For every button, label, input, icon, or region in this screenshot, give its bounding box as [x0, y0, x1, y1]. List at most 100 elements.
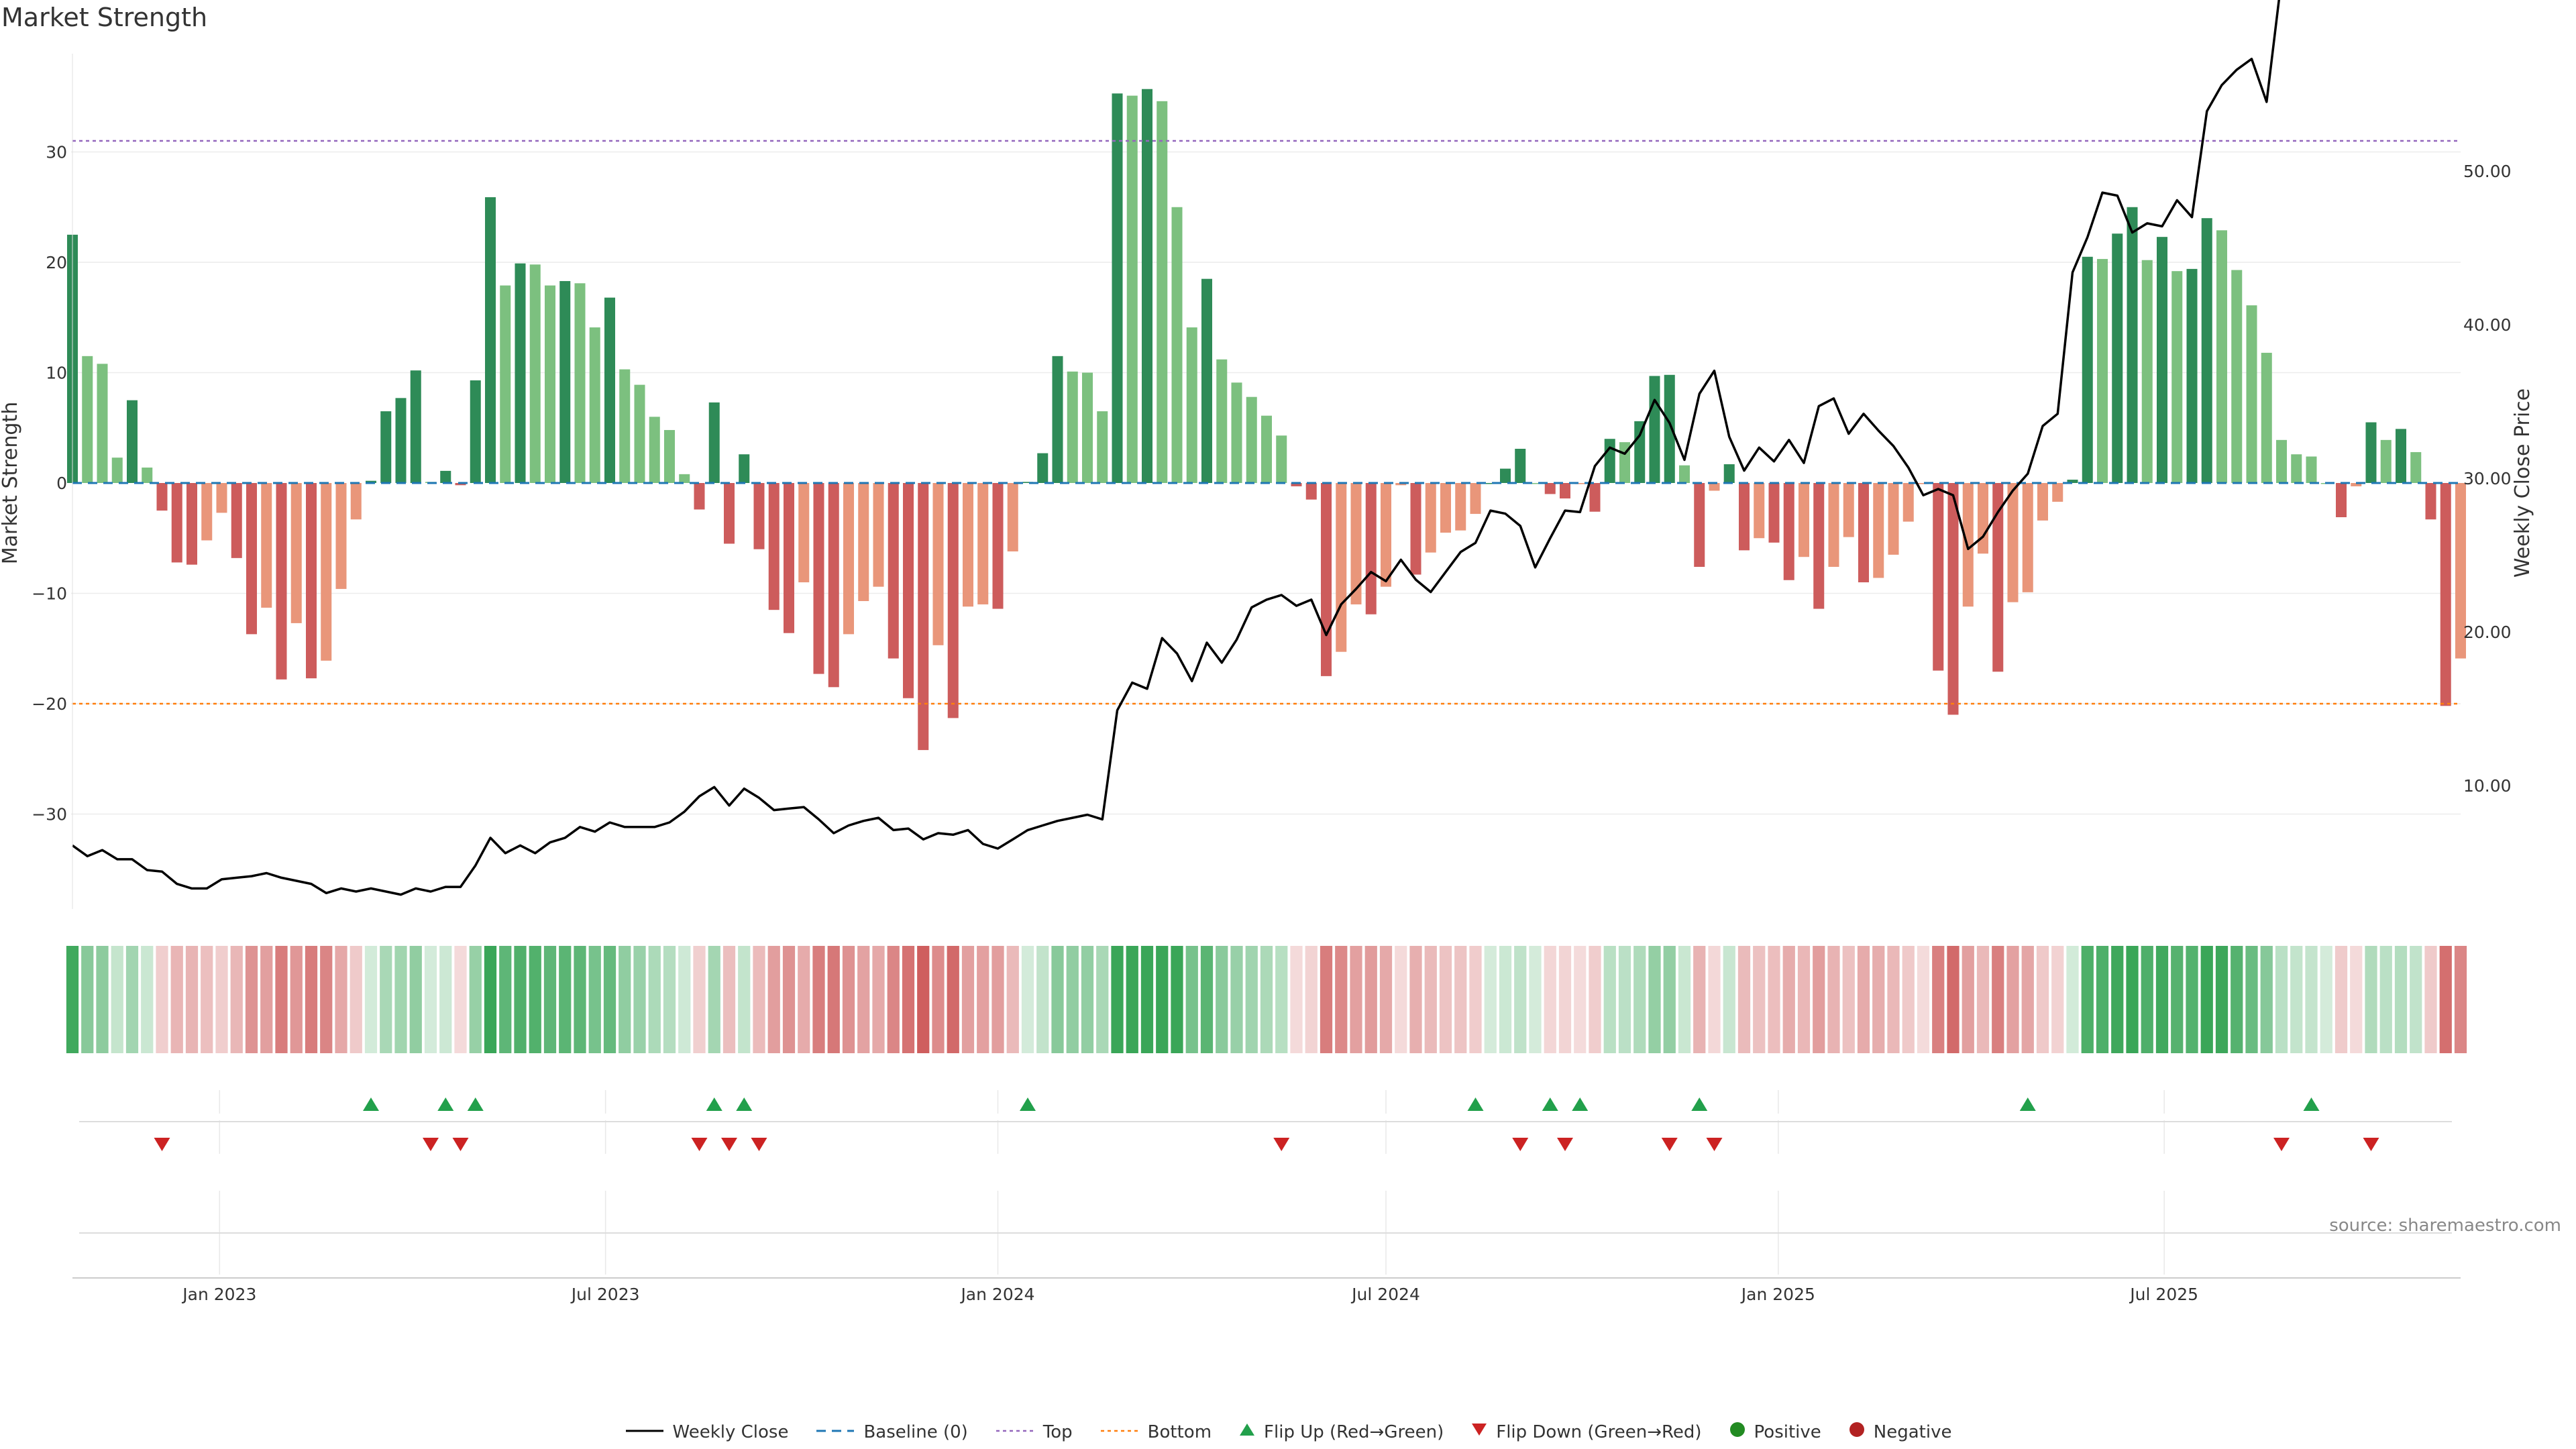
- heat-cell: [1290, 946, 1303, 1053]
- strength-bar: [1081, 372, 1093, 483]
- strength-bar: [932, 483, 944, 645]
- heat-cell: [2006, 946, 2019, 1053]
- strength-bar: [350, 483, 362, 520]
- strength-bar: [1499, 468, 1511, 483]
- strength-bar: [1798, 483, 1810, 557]
- heat-cell: [529, 946, 541, 1053]
- x-tick-label: Jul 2025: [2129, 1285, 2198, 1304]
- heat-cell: [1992, 946, 2004, 1053]
- heat-cell: [2454, 946, 2467, 1053]
- heat-cell: [588, 946, 601, 1053]
- strength-bar: [1544, 483, 1556, 494]
- heat-cell: [1544, 946, 1556, 1053]
- strength-bar: [1097, 411, 1108, 483]
- flip-up-marker: [706, 1097, 722, 1111]
- heat-cell: [1230, 946, 1243, 1053]
- heat-cell: [1156, 946, 1169, 1053]
- strength-bar: [97, 364, 108, 483]
- axis-layer: 30 20 10 0 −10 −20 −30 50.00 40.00 30.00 20.00 10.0…: [32, 54, 2512, 1304]
- heat-cell: [230, 946, 243, 1053]
- heat-cell: [977, 946, 989, 1053]
- heat-cell: [633, 946, 646, 1053]
- legend-label: Weekly Close: [672, 1421, 789, 1442]
- heat-cell: [81, 946, 94, 1053]
- y-tick-label: −20: [32, 694, 67, 714]
- heat-cell: [1081, 946, 1094, 1053]
- heat-cell: [1499, 946, 1512, 1053]
- strength-bar: [2351, 483, 2362, 486]
- x-tick-label: Jul 2024: [1350, 1285, 1420, 1304]
- heat-cell: [887, 946, 900, 1053]
- heat-cell: [1006, 946, 1019, 1053]
- x-tick-label: Jan 2024: [959, 1285, 1034, 1304]
- heat-cell: [2350, 946, 2363, 1053]
- strength-bar: [305, 483, 317, 679]
- strength-bar: [395, 398, 407, 483]
- strength-bar: [1425, 483, 1436, 553]
- strength-bar: [1843, 483, 1854, 537]
- legend: Weekly Close Baseline (0) Top Bottom Flip Up…: [0, 1421, 2576, 1443]
- strength-bar: [1723, 464, 1735, 483]
- legend-label: Baseline (0): [863, 1421, 968, 1442]
- heat-cell: [1603, 946, 1616, 1053]
- strength-bar: [171, 483, 182, 563]
- heat-cell: [2334, 946, 2348, 1053]
- strength-bar: [2306, 456, 2317, 483]
- heat-cell: [2394, 946, 2408, 1053]
- strength-bar: [156, 483, 168, 511]
- flip-up-marker: [1691, 1097, 1708, 1111]
- strength-bar: [1634, 421, 1646, 483]
- strength-bar: [544, 285, 556, 483]
- strength-bar: [2112, 233, 2123, 483]
- strength-bar: [276, 483, 287, 680]
- y-tick-label: 20: [46, 253, 67, 272]
- heat-cell: [1126, 946, 1138, 1053]
- strength-bar: [1649, 376, 1660, 483]
- x-tick-label: Jan 2025: [1740, 1285, 1815, 1304]
- heat-cell: [201, 946, 213, 1053]
- heat-cell: [2305, 946, 2318, 1053]
- flip-markers: [154, 1097, 2379, 1151]
- heat-cell: [499, 946, 512, 1053]
- strength-bar: [1694, 483, 1705, 568]
- legend-item-positive: Positive: [1729, 1421, 1821, 1443]
- strength-bar: [649, 417, 660, 483]
- heat-cell: [812, 946, 825, 1053]
- strength-bar: [2365, 422, 2377, 483]
- y-tick-label: −10: [32, 584, 67, 604]
- heat-cell: [1439, 946, 1452, 1053]
- heat-cell: [798, 946, 810, 1053]
- heat-cell: [2081, 946, 2094, 1053]
- strength-bar: [1813, 483, 1825, 609]
- legend-symbol-weekly-close: [625, 1422, 665, 1442]
- strength-bar: [873, 483, 884, 587]
- strength-bar: [1022, 482, 1034, 483]
- flip-down-marker: [1661, 1138, 1678, 1151]
- heat-cell: [215, 946, 228, 1053]
- heat-cell: [2171, 946, 2184, 1053]
- heat-cell: [827, 946, 840, 1053]
- heat-cell: [2424, 946, 2437, 1053]
- strength-bar: [1231, 382, 1242, 483]
- heat-cell: [2155, 946, 2169, 1053]
- heat-cell: [543, 946, 557, 1053]
- y2-tick-label: 10.00: [2463, 776, 2512, 796]
- heat-cell: [1036, 946, 1049, 1053]
- heat-cell: [1887, 946, 1900, 1053]
- flip-up-marker: [1467, 1097, 1484, 1111]
- flip-up-marker: [2303, 1097, 2320, 1111]
- heat-cell: [1514, 946, 1527, 1053]
- chart-title: Market Strength: [1, 3, 208, 32]
- strength-bar: [470, 380, 481, 483]
- strength-bar: [1455, 483, 1466, 531]
- strength-bar: [1858, 483, 1870, 583]
- heat-cell: [2410, 946, 2422, 1053]
- heat-cell: [902, 946, 915, 1053]
- strength-bar: [739, 454, 750, 483]
- heat-cell: [394, 946, 407, 1053]
- heat-cell: [350, 946, 362, 1053]
- strength-bar: [2216, 230, 2228, 483]
- strength-bar: [2052, 483, 2063, 502]
- heat-cell: [2275, 946, 2288, 1053]
- heat-cell: [2231, 946, 2243, 1053]
